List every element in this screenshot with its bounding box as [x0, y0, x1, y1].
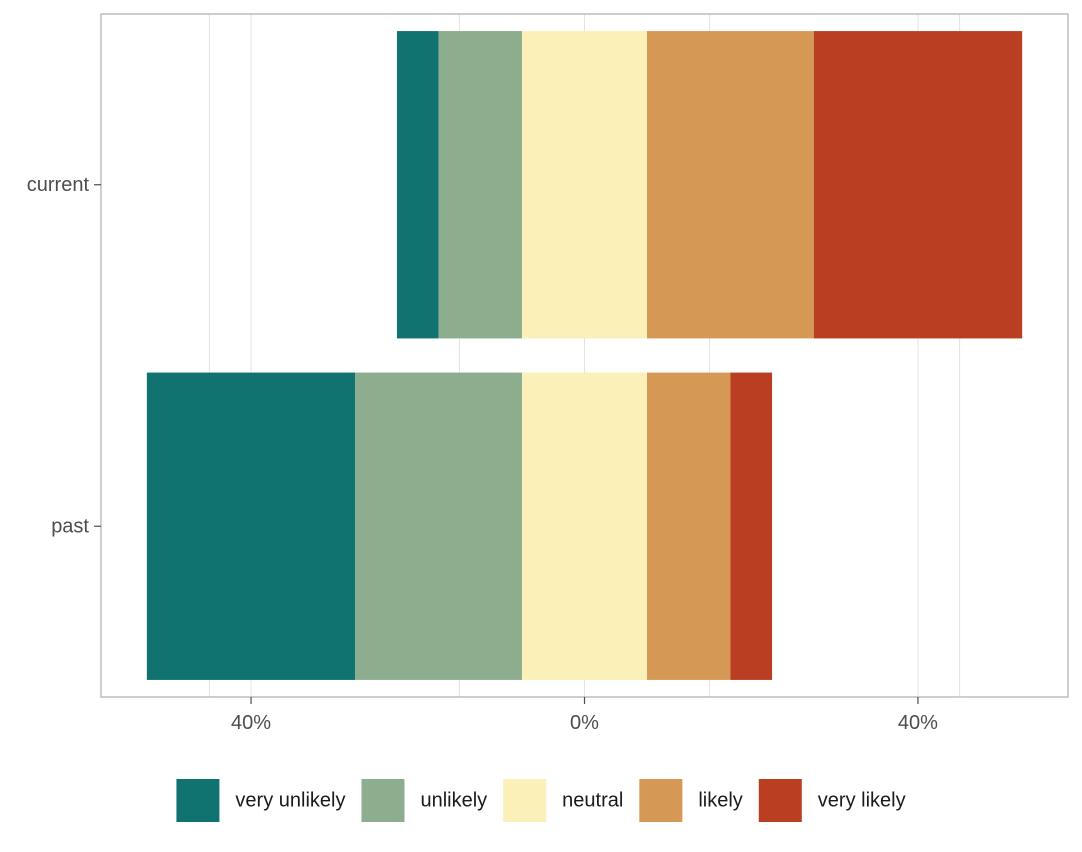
x-tick-label: 40%	[231, 712, 271, 734]
y-axis: current past	[27, 174, 101, 537]
legend-key-very-likely	[758, 779, 802, 822]
legend-label: unlikely	[420, 790, 487, 812]
legend-key-neutral	[503, 779, 547, 822]
legend-label: very likely	[818, 790, 906, 812]
legend-label: very unlikely	[235, 790, 345, 812]
bar-past-likely	[647, 372, 731, 680]
legend-key-very-unlikely	[176, 779, 220, 822]
bar-current-neutral	[521, 31, 648, 339]
x-tick-label: 0%	[570, 712, 599, 734]
bar-current-very-unlikely	[396, 31, 439, 339]
x-tick-label: 40%	[898, 712, 938, 734]
legend-key-unlikely	[361, 779, 405, 822]
bar-past-neutral	[521, 372, 648, 680]
legend-label: neutral	[562, 790, 623, 812]
legend-label: likely	[698, 790, 742, 812]
bar-current-very-likely	[813, 31, 1023, 339]
x-axis: 40% 0% 40%	[231, 697, 938, 734]
y-tick-label: current	[27, 174, 90, 196]
legend-key-likely	[639, 779, 683, 822]
y-tick-label: past	[51, 515, 89, 537]
bar-current-likely	[647, 31, 814, 339]
legend: very unlikely unlikely neutral likely very l…	[176, 779, 906, 822]
bar-current-unlikely	[438, 31, 522, 339]
bar-past-very-unlikely	[146, 372, 356, 680]
bar-past-very-likely	[730, 372, 773, 680]
bars	[146, 31, 1023, 680]
bar-past-unlikely	[355, 372, 522, 680]
